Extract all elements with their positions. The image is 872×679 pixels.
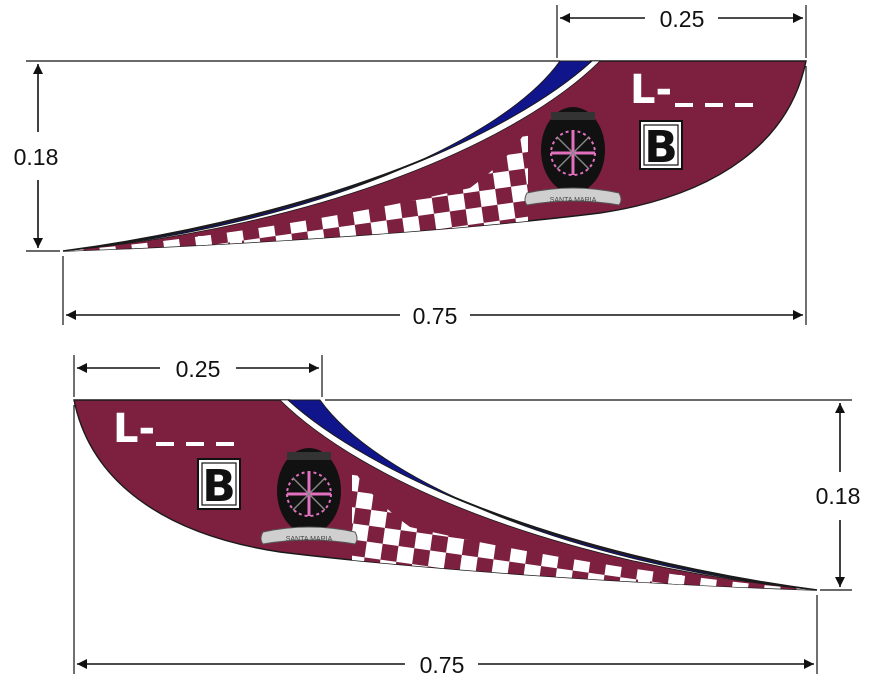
bottom-dim-tip-width-label: 0.25	[176, 356, 221, 382]
bottom-code-prefix: L-	[113, 406, 155, 452]
top-code-label: L-	[630, 67, 753, 113]
bottom-dim-length: 0.75	[73, 405, 818, 678]
bottom-dim-length-label: 0.75	[420, 652, 465, 678]
top-dim-height-label: 0.18	[14, 144, 59, 170]
top-dim-height: 0.18	[14, 60, 560, 252]
top-decal	[63, 61, 806, 252]
bottom-dim-height: 0.18	[325, 399, 861, 591]
bottom-dim-height-label: 0.18	[816, 483, 861, 509]
bottom-decal	[74, 400, 817, 591]
top-crest-icon: SANTA MARIA	[524, 107, 622, 206]
bottom-code-label: L-	[113, 406, 234, 452]
top-dim-tip-width: 0.25	[556, 5, 807, 58]
bottom-crest-banner: SANTA MARIA	[286, 536, 333, 543]
bottom-badge-letter: B	[202, 461, 236, 512]
bottom-crest-icon: SANTA MARIA	[260, 448, 358, 545]
top-dim-length: 0.75	[62, 66, 807, 329]
top-dim-tip-width-label: 0.25	[660, 6, 705, 32]
top-code-prefix: L-	[630, 67, 672, 113]
top-dim-length-label: 0.75	[413, 303, 458, 329]
top-badge-letter: B	[644, 122, 678, 173]
top-badge: B	[639, 120, 683, 173]
bottom-badge: B	[197, 458, 241, 512]
top-crest-banner: SANTA MARIA	[550, 197, 597, 204]
bottom-dim-tip-width: 0.25	[73, 355, 323, 397]
